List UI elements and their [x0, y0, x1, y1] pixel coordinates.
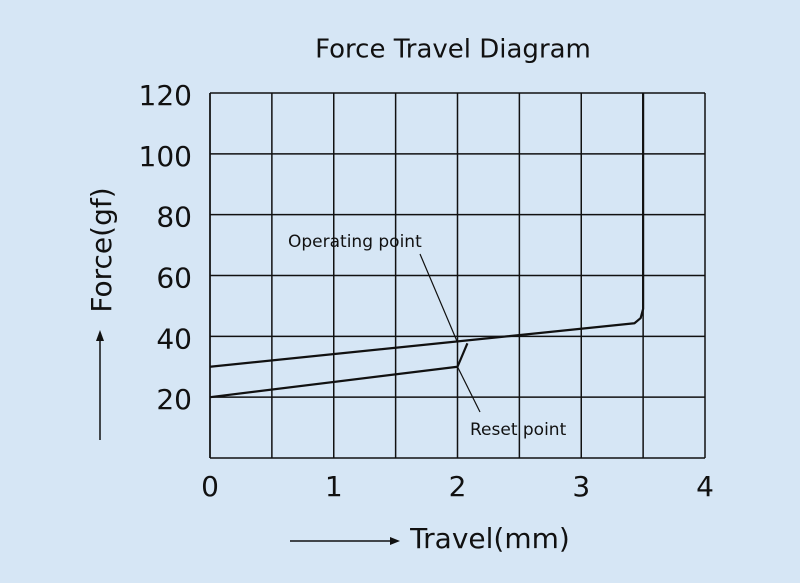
annotation-leader — [456, 366, 481, 413]
x-tick-label: 4 — [696, 470, 714, 503]
x-tick-label: 1 — [325, 470, 343, 503]
y-tick-label: 80 — [156, 201, 192, 234]
y-tick-label: 40 — [156, 322, 192, 355]
y-arrow — [96, 330, 104, 440]
y-tick-label: 100 — [139, 140, 192, 173]
annotation-leader — [419, 253, 459, 343]
force-curve — [209, 93, 645, 368]
x-tick-label: 0 — [201, 470, 219, 503]
annotation: Reset point — [470, 420, 567, 440]
y-tick-label: 20 — [156, 383, 192, 416]
x-arrow — [290, 537, 400, 545]
y-tick-label: 120 — [139, 79, 192, 112]
annotation: Operating point — [288, 232, 422, 252]
chart-title: Force Travel Diagram — [315, 35, 591, 65]
y-tick-label: 60 — [156, 262, 192, 295]
x-tick-label: 3 — [572, 470, 590, 503]
x-axis-label: Travel(mm) — [409, 522, 570, 555]
x-tick-label: 2 — [449, 470, 467, 503]
y-axis-label: Force(gf) — [85, 187, 118, 312]
